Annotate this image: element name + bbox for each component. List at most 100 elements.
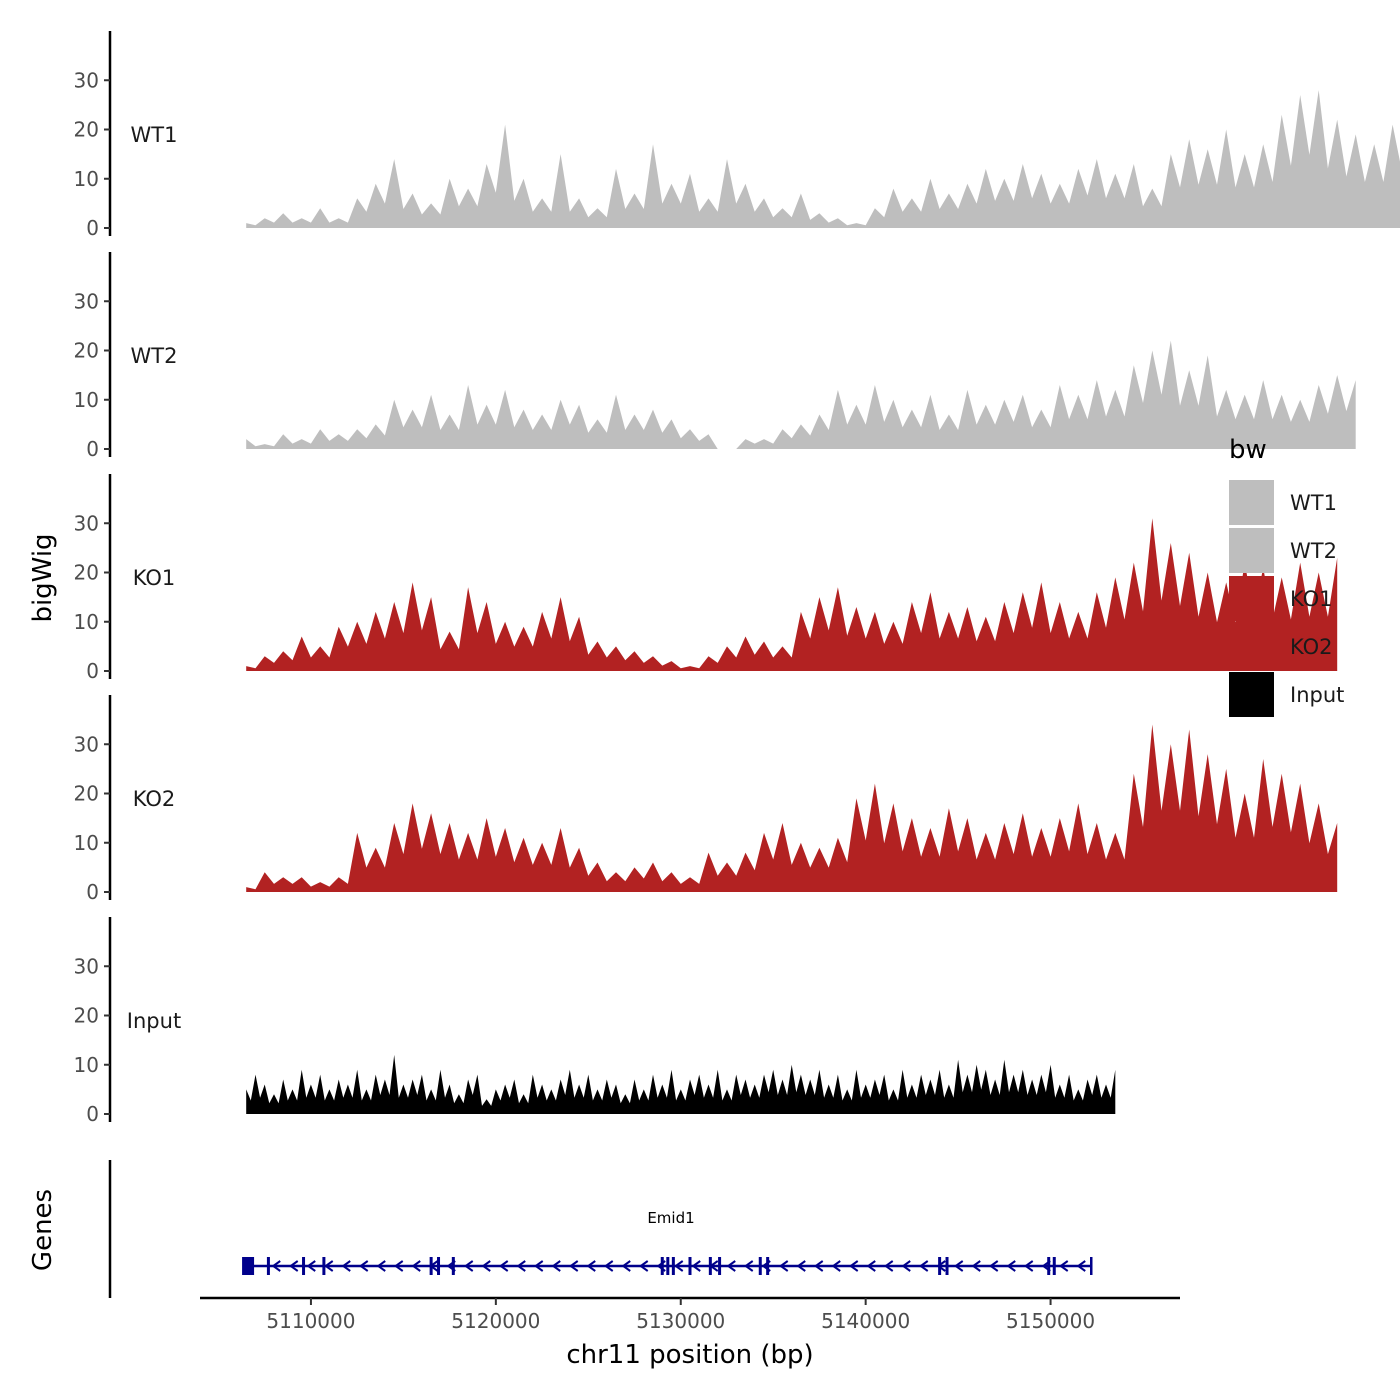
legend-key-wt1	[1229, 480, 1274, 525]
strand-arrow	[831, 1260, 841, 1272]
strand-arrow	[1024, 1260, 1034, 1272]
exon	[302, 1257, 306, 1275]
strand-arrow	[359, 1260, 369, 1272]
x-tick-label: 5150000	[1006, 1309, 1095, 1333]
legend-key-wt2	[1229, 528, 1274, 573]
track-label-wt1: WT1	[131, 123, 178, 147]
y-tick-label: 0	[86, 659, 99, 683]
area-ko1	[246, 518, 1338, 671]
y-tick-label: 20	[74, 782, 99, 806]
legend-title: bw	[1229, 435, 1267, 465]
exon	[322, 1257, 326, 1275]
y-tick-label: 30	[74, 732, 99, 756]
y-tick-label: 10	[74, 388, 99, 412]
exon	[451, 1257, 455, 1275]
legend-key-ko2	[1229, 624, 1274, 669]
legend-label-ko2: KO2	[1290, 635, 1333, 659]
strand-arrow	[324, 1260, 334, 1272]
exon	[718, 1257, 722, 1275]
strand-arrow	[271, 1260, 281, 1272]
strand-arrow	[691, 1260, 701, 1272]
y-tick-label: 0	[86, 437, 99, 461]
y-tick-label: 20	[74, 561, 99, 585]
track-wt1: 0 10 20 30 WT1	[74, 31, 1400, 240]
strand-arrow	[621, 1260, 631, 1272]
y-tick-label: 30	[74, 954, 99, 978]
exon	[429, 1257, 433, 1275]
strand-arrow	[674, 1260, 684, 1272]
exon	[758, 1257, 762, 1275]
strand-arrow	[586, 1260, 596, 1272]
area-input	[246, 1054, 1116, 1114]
track-label-ko1: KO1	[133, 566, 176, 590]
strand-arrow	[516, 1260, 526, 1272]
track-wt2: 0 10 20 30 WT2	[74, 252, 1356, 461]
strand-arrow	[289, 1260, 299, 1272]
strand-arrow	[849, 1260, 859, 1272]
strand-arrow	[534, 1260, 544, 1272]
strand-arrow	[919, 1260, 929, 1272]
exon	[1052, 1257, 1056, 1275]
track-label-input: Input	[127, 1009, 181, 1033]
exon	[671, 1257, 675, 1275]
y-tick-label: 20	[74, 118, 99, 142]
area-ko2	[246, 724, 1338, 892]
strand-arrow	[341, 1260, 351, 1272]
y-tick-label: 20	[74, 1004, 99, 1028]
track-ko2: 0 10 20 30 KO2	[74, 695, 1338, 904]
strand-arrow	[306, 1260, 316, 1272]
y-tick-label: 10	[74, 610, 99, 634]
x-tick-label: 5130000	[636, 1309, 725, 1333]
y-tick-label: 10	[74, 1053, 99, 1077]
y-tick-label: 20	[74, 339, 99, 363]
strand-arrow	[411, 1260, 421, 1272]
exon	[945, 1257, 949, 1275]
legend-key-input	[1229, 672, 1274, 717]
strand-arrow	[971, 1260, 981, 1272]
strand-arrow	[796, 1260, 806, 1272]
exon	[1047, 1257, 1051, 1275]
legend-label-input: Input	[1290, 683, 1344, 707]
exon	[938, 1257, 942, 1275]
exon	[437, 1257, 441, 1275]
y-tick-label: 10	[74, 831, 99, 855]
strand-arrow	[1059, 1260, 1069, 1272]
strand-arrow	[814, 1260, 824, 1272]
track-label-wt2: WT2	[131, 344, 178, 368]
legend-label-wt1: WT1	[1290, 491, 1337, 515]
area-wt1	[246, 90, 1400, 228]
gene-name-label: Emid1	[647, 1209, 694, 1227]
track-input: 0 10 20 30 Input	[74, 917, 1116, 1126]
exon	[266, 1257, 270, 1275]
gene-panel: Emid1	[108, 1160, 1093, 1298]
exon	[708, 1257, 712, 1275]
x-tick-label: 5140000	[821, 1309, 910, 1333]
y-tick-label: 0	[86, 880, 99, 904]
x-axis-title: chr11 position (bp)	[566, 1340, 813, 1370]
track-ko1: 0 10 20 30 KO1	[74, 474, 1338, 683]
strand-arrow	[569, 1260, 579, 1272]
x-axis: 5110000 5120000 5130000 5140000 5150000	[200, 1296, 1180, 1333]
area-wt2	[246, 340, 1356, 449]
legend: bw WT1 WT2 KO1 KO2 Input	[1229, 435, 1344, 717]
strand-arrow	[901, 1260, 911, 1272]
strand-arrow	[499, 1260, 509, 1272]
exon	[688, 1257, 692, 1275]
bigwig-tracks: 0 10 20 30 WT1 0 10 20 30 WT2 0 10 20 30 KO1 0 10 20 30 KO2…	[74, 31, 1400, 1126]
y-tick-label: 30	[74, 511, 99, 535]
y-axis-title: bigWig	[28, 533, 58, 622]
strand-arrow	[1006, 1260, 1016, 1272]
strand-arrow	[394, 1260, 404, 1272]
y-tick-label: 10	[74, 167, 99, 191]
strand-arrow	[604, 1260, 614, 1272]
strand-arrow	[744, 1260, 754, 1272]
y-tick-label: 0	[86, 1102, 99, 1126]
exon	[242, 1257, 255, 1275]
strand-arrow	[726, 1260, 736, 1272]
strand-arrow	[779, 1260, 789, 1272]
strand-arrow	[376, 1260, 386, 1272]
strand-arrow	[989, 1260, 999, 1272]
y-tick-label: 30	[74, 68, 99, 92]
exon	[766, 1257, 770, 1275]
